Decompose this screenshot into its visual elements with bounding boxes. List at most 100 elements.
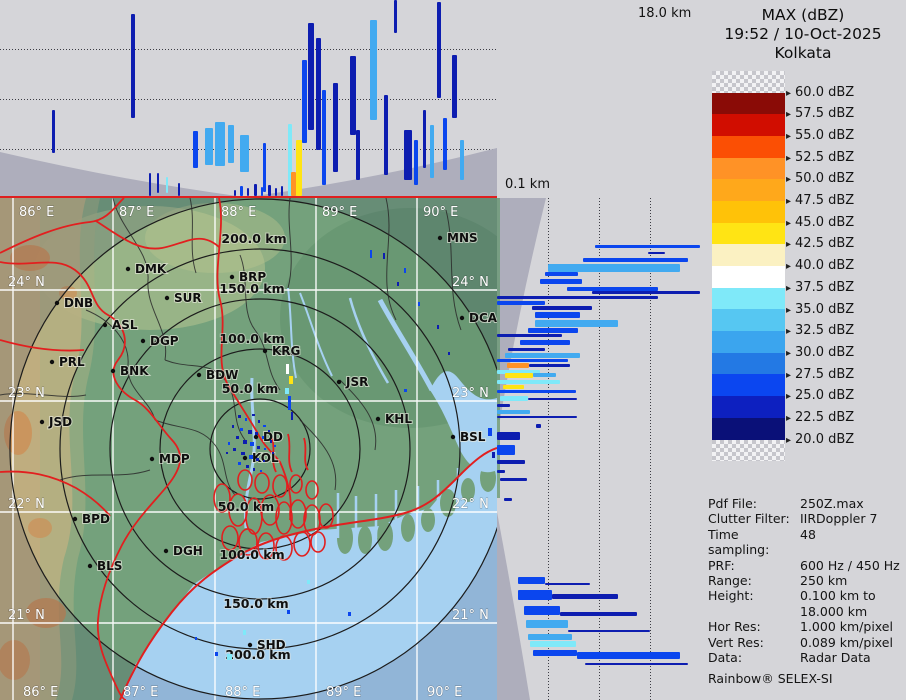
echo-column — [316, 38, 321, 150]
legend-tick-arrow-icon: ▸ — [786, 413, 792, 424]
echo-column — [205, 128, 213, 165]
echo-column — [263, 143, 266, 192]
echo-pixel — [264, 448, 266, 450]
echo-row — [497, 470, 505, 473]
echo-pixel — [240, 428, 243, 431]
legend-cell — [712, 244, 785, 266]
echo-pixel — [249, 455, 253, 459]
legend-tick-label: 22.5 dBZ — [795, 410, 855, 425]
legend-cell — [712, 266, 785, 288]
metadata-value: 600 Hz / 450 Hz — [800, 557, 900, 573]
echo-pixel — [252, 414, 255, 416]
side-height-profile-panel — [497, 198, 700, 700]
legend-tick-label: 52.5 dBZ — [795, 149, 855, 165]
legend-tick-label: 40.0 dBZ — [795, 258, 855, 274]
echo-pixel — [288, 396, 291, 410]
longitude-label: 87° E — [123, 685, 158, 700]
echo-row — [497, 404, 510, 407]
echo-pixel — [243, 440, 247, 444]
ring-distance-label: 150.0 km — [223, 596, 288, 611]
echo-pixel — [418, 302, 420, 306]
echo-column — [240, 135, 249, 172]
metadata-value: Radar Data — [800, 650, 871, 666]
echo-column — [157, 173, 159, 193]
echo-column — [275, 188, 277, 196]
legend-tick-label: 35.0 dBZ — [795, 301, 855, 317]
echo-row — [518, 577, 545, 584]
echo-pixel — [250, 442, 254, 446]
echo-row — [560, 612, 637, 616]
latitude-label: 23° N — [8, 386, 45, 401]
city-dot — [437, 235, 443, 241]
echo-row — [568, 630, 650, 632]
metadata-row: Height: 0.100 km to — [708, 588, 906, 603]
metadata-key: Data: — [708, 650, 743, 666]
echo-row — [529, 364, 570, 367]
echo-column — [281, 186, 283, 196]
echo-pixel — [253, 468, 255, 471]
city-label: DGP — [150, 334, 179, 348]
city-label: DCA — [469, 311, 497, 325]
echo-column — [302, 60, 307, 143]
echo-column — [460, 140, 464, 180]
legend-tick: ▸ 42.5 dBZ — [786, 236, 854, 252]
echo-row — [548, 264, 680, 272]
legend-cell-transparent — [712, 71, 785, 93]
city-label: MDP — [159, 452, 190, 466]
echo-pixel — [263, 460, 265, 462]
metadata-rows: Pdf File: 250Z.max Clutter Filter: IIRDoppl… — [708, 496, 906, 665]
city-label: DD — [263, 430, 283, 444]
height-gridline — [650, 198, 651, 700]
product-title: MAX (dBZ) — [761, 6, 845, 24]
echo-column — [254, 184, 257, 196]
legend-cell — [712, 92, 785, 115]
beam-limit-shading — [0, 148, 497, 196]
metadata-row: Data: Radar Data — [708, 650, 906, 665]
city-label: BNK — [120, 364, 149, 378]
echo-row — [497, 370, 540, 374]
echo-column — [261, 187, 263, 196]
echo-pixel — [246, 465, 249, 468]
echo-column — [247, 188, 249, 196]
echo-row — [540, 279, 582, 284]
legend-tick-label: 50.0 dBZ — [795, 171, 855, 187]
height-gridline — [599, 198, 600, 700]
legend-tick-label: 57.5 dBZ — [795, 106, 855, 122]
profile-baseline — [0, 196, 497, 198]
city-label: ASL — [112, 318, 138, 332]
echo-column — [240, 186, 243, 196]
legend-tick: ▸ 57.5 dBZ — [786, 106, 854, 122]
city-dot — [54, 300, 60, 306]
legend-tick-arrow-icon: ▸ — [786, 326, 792, 338]
echo-row — [532, 306, 592, 310]
echo-pixel — [257, 446, 260, 449]
ring-distance-label: 200.0 km — [225, 647, 290, 662]
echo-row — [497, 359, 568, 362]
longitude-label: 89° E — [322, 205, 357, 220]
echo-column — [166, 177, 168, 193]
metadata-key: Vert Res: — [708, 634, 764, 650]
echo-row — [545, 583, 590, 585]
city-label: BDW — [206, 368, 238, 382]
echo-pixel — [228, 442, 230, 445]
legend-cell — [712, 309, 785, 332]
legend-tick-arrow-icon: ▸ — [786, 239, 792, 251]
echo-pixel — [258, 420, 260, 423]
map-echoes — [195, 250, 495, 660]
echo-pixel — [492, 452, 495, 458]
legend-tick: ▸ 27.5 dBZ — [786, 367, 854, 383]
echo-row — [585, 663, 688, 665]
echo-row — [500, 396, 528, 401]
legend-tick-arrow-icon: ▸ — [786, 369, 792, 381]
echo-column — [394, 0, 397, 33]
city-dot — [247, 642, 253, 648]
ring-distance-label: 50.0 km — [218, 499, 275, 514]
city-markers: DMK BRP MNS SUR DNB DCA ASL DGP KRG PRL BNK BDW JSR K… — [39, 230, 499, 653]
echo-row — [533, 650, 577, 656]
longitude-label: 86° E — [23, 685, 58, 700]
legend-cell-transparent — [712, 439, 785, 461]
echo-row — [505, 353, 580, 358]
echo-column — [308, 23, 314, 130]
software-brand: Rainbow® SELEX-SI — [708, 671, 833, 687]
